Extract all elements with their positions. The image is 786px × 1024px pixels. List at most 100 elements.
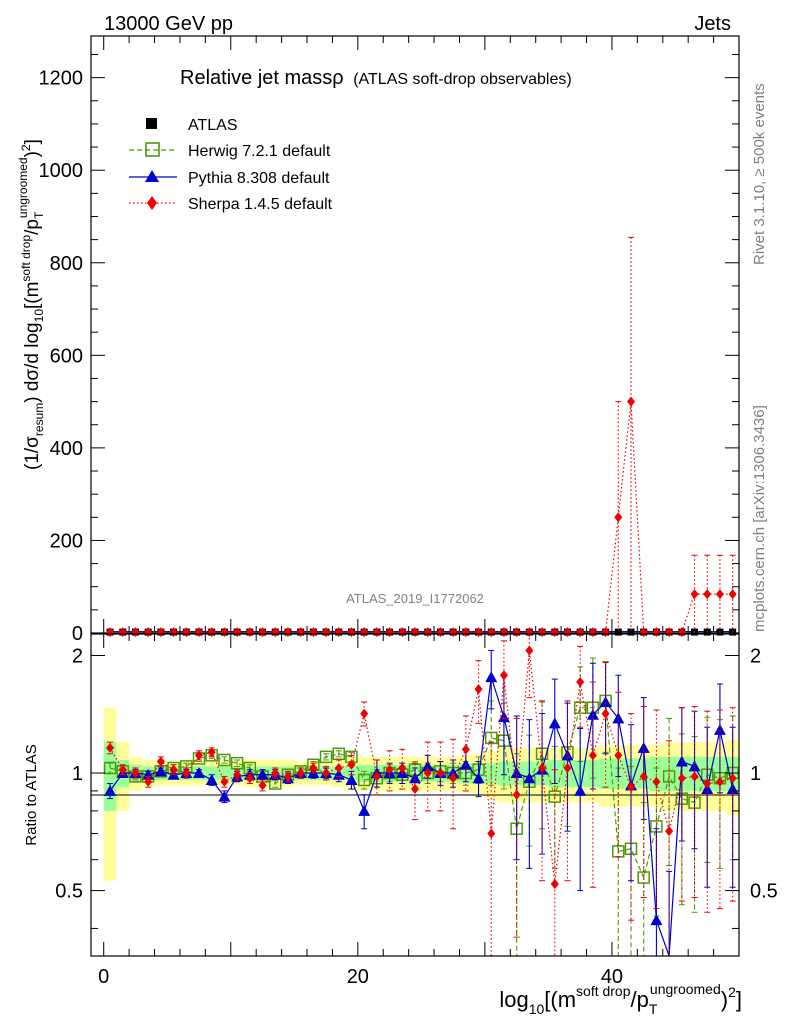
sherpa-ratio-point bbox=[372, 771, 381, 782]
ratio-frame bbox=[90, 633, 740, 957]
ratio-y-label: Ratio to ATLAS bbox=[23, 744, 40, 845]
sherpa-ratio-point bbox=[309, 763, 318, 774]
main-y-tick-label: 1200 bbox=[39, 68, 84, 90]
atlas-main-point bbox=[627, 628, 635, 636]
ratio-panel: 0.5 0.5 1 1 2 2 0 20 40 bbox=[55, 633, 778, 988]
sherpa-ratio-point bbox=[131, 768, 140, 779]
sherpa-ratio-point bbox=[169, 764, 178, 775]
sherpa-ratio-point bbox=[563, 763, 572, 774]
ratio-x-axis: 0 20 40 bbox=[98, 634, 740, 988]
main-y-tick-label: 400 bbox=[50, 438, 83, 460]
main-panel: 0 200 400 600 800 1000 1200 Relative jet massρ… bbox=[39, 35, 740, 645]
pythia-ratio-point bbox=[193, 767, 205, 779]
pythia-ratio-point bbox=[510, 767, 523, 779]
pythia-ratio-point bbox=[523, 772, 536, 784]
sherpa-ratio-point bbox=[639, 771, 648, 782]
sherpa-ratio-point bbox=[423, 768, 432, 779]
atlas-main-point bbox=[614, 628, 622, 636]
pythia-ratio-point bbox=[485, 671, 498, 683]
chart-title: Relative jet massρ bbox=[180, 67, 344, 89]
pythia-ratio-point bbox=[332, 768, 345, 780]
sherpa-ratio-line bbox=[109, 650, 733, 885]
pythia-ratio-point bbox=[256, 768, 269, 780]
pythia-ratio-point bbox=[561, 749, 574, 761]
sherpa-ratio-point bbox=[436, 768, 445, 779]
herwig-ratio-line bbox=[109, 699, 733, 880]
pythia-ratio-point bbox=[409, 772, 421, 784]
sherpa-ratio-point bbox=[347, 759, 356, 770]
sherpa-ratio-point bbox=[627, 782, 635, 793]
sherpa-ratio-point bbox=[398, 763, 407, 774]
sherpa-ratio-point bbox=[665, 826, 674, 837]
pythia-ratio-point bbox=[574, 784, 587, 796]
sherpa-ratio-point bbox=[233, 769, 242, 780]
pythia-ratio-point bbox=[713, 723, 726, 735]
ratio-y-axis: 0.5 0.5 1 1 2 2 bbox=[55, 645, 778, 929]
rivet-label: Rivet 3.1.10, ≥ 500k events bbox=[751, 83, 768, 265]
legend-atlas-marker bbox=[146, 118, 157, 129]
legend-atlas: ATLAS bbox=[188, 117, 238, 134]
herwig-ratio-point bbox=[573, 701, 587, 714]
main-series bbox=[106, 236, 737, 638]
main-y-tick-label: 0 bbox=[72, 623, 83, 645]
sherpa-ratio-point bbox=[207, 747, 216, 758]
pythia-ratio-point bbox=[472, 772, 485, 784]
herwig-ratio-point bbox=[218, 753, 231, 767]
sherpa-ratio-point bbox=[690, 771, 699, 782]
legend-pythia-marker bbox=[145, 170, 159, 182]
sherpa-ratio-point bbox=[652, 776, 661, 787]
sherpa-ratio-point bbox=[144, 776, 153, 787]
sherpa-ratio-point bbox=[474, 684, 483, 695]
mcplots-label: mcplots.cern.ch [arXiv:1306.3436] bbox=[751, 405, 768, 632]
energy-label: 13000 GeV pp bbox=[104, 13, 233, 35]
herwig-ratio-point bbox=[332, 747, 346, 761]
pythia-ratio-point bbox=[218, 790, 231, 802]
ratio-series bbox=[103, 633, 739, 957]
pythia-ratio-point bbox=[612, 712, 625, 724]
pythia-ratio-point bbox=[599, 696, 612, 708]
sherpa-ratio-point bbox=[271, 768, 280, 779]
sherpa-main-point bbox=[614, 512, 623, 523]
sherpa-ratio-point bbox=[334, 763, 343, 774]
ratio-band-inner bbox=[599, 758, 612, 790]
legend-herwig: Herwig 7.2.1 default bbox=[188, 143, 331, 160]
pythia-ratio-point bbox=[345, 773, 358, 785]
sherpa-ratio-point bbox=[182, 768, 191, 779]
sherpa-ratio-point bbox=[296, 768, 305, 779]
ratio-y-tick-label-right: 1 bbox=[750, 763, 761, 785]
ratio-y-tick-label: 1 bbox=[72, 763, 83, 785]
pythia-ratio-point bbox=[497, 711, 510, 723]
ratio-y-tick-label-right: 0.5 bbox=[750, 881, 778, 903]
pythia-ratio-point bbox=[358, 804, 371, 816]
pythia-ratio-point bbox=[154, 765, 167, 777]
pythia-ratio-point bbox=[548, 717, 561, 729]
legend-herwig-marker bbox=[145, 142, 160, 157]
pythia-ratio-point bbox=[688, 760, 701, 772]
sherpa-ratio-point bbox=[601, 708, 610, 719]
sherpa-ratio-point bbox=[118, 764, 127, 775]
ratio-y-tick-label-right: 2 bbox=[750, 645, 761, 667]
pythia-ratio-point bbox=[205, 773, 218, 785]
sherpa-ratio-point bbox=[411, 784, 419, 795]
sherpa-ratio-point bbox=[322, 768, 331, 779]
legend-pythia: Pythia 8.308 default bbox=[188, 170, 330, 187]
sherpa-ratio-point bbox=[487, 828, 496, 839]
sherpa-ratio-point bbox=[195, 750, 203, 761]
main-y-axis: 0 200 400 600 800 1000 1200 bbox=[39, 54, 739, 645]
sherpa-ratio-point bbox=[360, 708, 369, 719]
sherpa-main-point bbox=[715, 589, 724, 600]
jets-label: Jets bbox=[694, 13, 731, 35]
x-tick-label: 20 bbox=[347, 966, 369, 988]
herwig-ratio-point bbox=[103, 761, 117, 775]
sherpa-ratio-point bbox=[449, 773, 458, 784]
x-tick-label: 40 bbox=[601, 966, 623, 988]
pythia-ratio-point bbox=[142, 768, 155, 780]
sherpa-ratio-point bbox=[715, 776, 724, 787]
legend-sherpa-marker bbox=[147, 196, 157, 210]
sherpa-ratio-point bbox=[156, 756, 165, 767]
pythia-ratio-point bbox=[421, 760, 434, 772]
sherpa-ratio-point bbox=[106, 742, 115, 753]
sherpa-ratio-point bbox=[499, 670, 508, 681]
herwig-ratio-point bbox=[230, 756, 244, 770]
sherpa-ratio-point bbox=[220, 776, 229, 787]
